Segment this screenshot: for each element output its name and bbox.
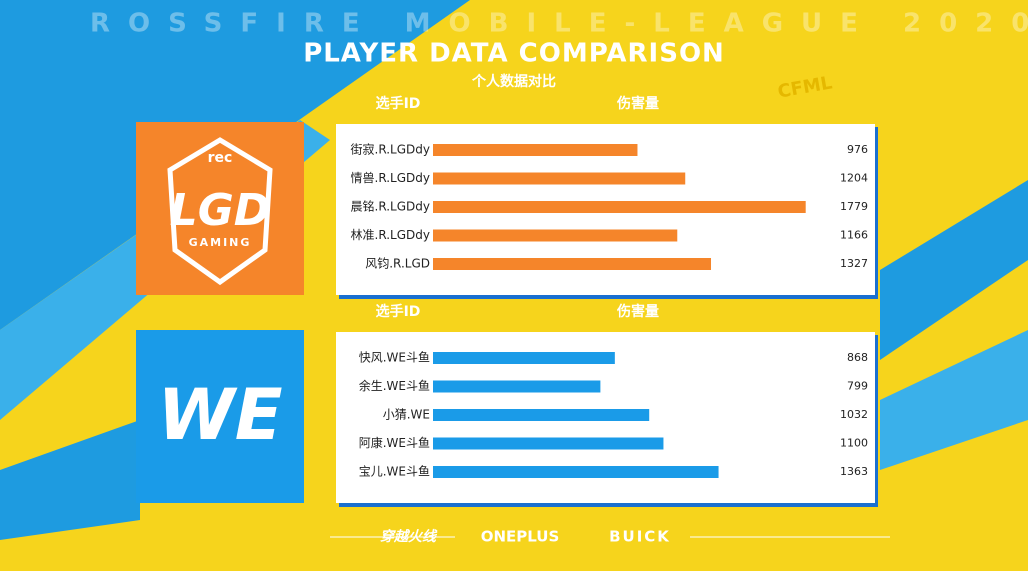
banner: ROSSFIRE MOBILE-LEAGUE 2020 <box>90 9 1028 39</box>
bar <box>433 172 686 185</box>
logo-text: WE <box>157 374 282 456</box>
subtitle: 个人数据对比 <box>471 73 556 90</box>
team-logo-box <box>136 330 304 503</box>
column-header: 伤害量 <box>616 303 659 320</box>
player-id: 余生.WE斗鱼 <box>359 378 430 393</box>
value-label: 868 <box>847 351 868 364</box>
logo-shield <box>167 137 273 286</box>
value-label: 1032 <box>840 408 868 421</box>
logo-top: rec <box>208 150 233 166</box>
blue-streak <box>880 180 1028 360</box>
blue-streak <box>880 330 1028 470</box>
value-label: 799 <box>847 380 868 393</box>
bar <box>433 201 806 213</box>
value-label: 1327 <box>840 257 868 270</box>
player-id: 晨铭.R.LGDdy <box>351 199 430 214</box>
player-id: 快风.WE斗鱼 <box>359 351 430 365</box>
bar <box>433 144 638 156</box>
column-header: 伤害量 <box>616 95 659 112</box>
blue-streak <box>0 420 140 540</box>
bar <box>433 380 601 393</box>
title: PLAYER DATA COMPARISON <box>303 39 725 69</box>
bar <box>433 229 678 242</box>
logo-text: LGD <box>170 185 271 236</box>
bar <box>433 466 719 478</box>
player-id: 宝儿.WE斗鱼 <box>359 465 430 479</box>
player-id: 情兽.R.LGDdy <box>351 171 430 185</box>
sponsor: ONEPLUS <box>481 528 560 546</box>
logo-sub: GAMING <box>189 236 252 249</box>
team-logo-box <box>136 122 304 295</box>
column-header: 选手ID <box>376 303 421 320</box>
value-label: 1204 <box>840 172 868 185</box>
value-label: 1779 <box>840 200 868 213</box>
value-label: 1100 <box>840 437 868 450</box>
player-id: 小猜.WE <box>383 408 430 422</box>
player-id: 街寂.R.LGDdy <box>351 142 430 157</box>
sponsor: 穿越火线 <box>380 528 438 545</box>
column-header: 选手ID <box>376 95 421 112</box>
sponsor: BUICK <box>609 528 671 546</box>
value-label: 1166 <box>840 229 868 242</box>
bar <box>433 258 712 270</box>
player-id: 林准.R.LGDdy <box>351 228 430 242</box>
bar <box>433 352 615 364</box>
value-label: 976 <box>847 143 868 156</box>
bar <box>433 409 650 421</box>
value-label: 1363 <box>840 465 868 478</box>
player-id: 阿康.WE斗鱼 <box>359 435 430 450</box>
bar <box>433 437 664 450</box>
player-id: 风钧.R.LGD <box>365 257 430 271</box>
